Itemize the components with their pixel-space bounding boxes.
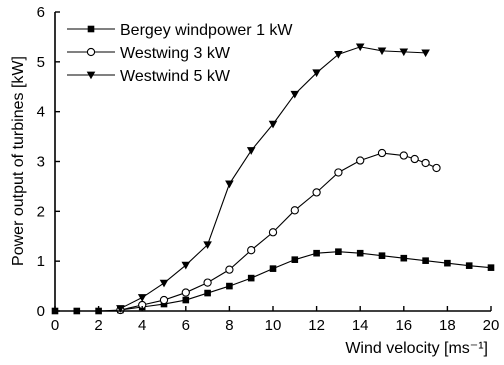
x-tick-label: 10 (265, 317, 282, 334)
data-point (377, 47, 387, 56)
data-point (400, 254, 408, 262)
data-point (313, 249, 320, 257)
data-point (421, 158, 430, 168)
legend-label: Westwind 5 kW (120, 68, 231, 85)
data-point (432, 163, 441, 173)
data-point (356, 156, 365, 165)
x-tick-label: 8 (225, 317, 233, 334)
data-point (399, 48, 409, 57)
data-point (247, 246, 256, 255)
data-point (356, 249, 364, 257)
data-point (312, 69, 321, 78)
data-point (269, 265, 277, 272)
data-point (421, 49, 430, 58)
data-point (268, 228, 278, 237)
y-tick-label: 0 (37, 303, 45, 320)
y-tick-label: 5 (37, 54, 45, 71)
x-tick-label: 4 (138, 317, 146, 334)
legend-marker (86, 47, 96, 57)
data-point (334, 168, 343, 177)
y-axis-label: Power output of turbines [kW] (10, 56, 27, 266)
y-tick-label: 3 (37, 154, 45, 171)
x-tick-label: 2 (94, 317, 102, 334)
data-point (410, 154, 419, 164)
data-point (116, 305, 125, 313)
data-point (203, 278, 212, 287)
x-tick-label: 6 (182, 317, 190, 334)
data-point (422, 257, 429, 264)
x-tick-label: 20 (483, 317, 500, 334)
data-point (181, 288, 190, 297)
data-point (290, 90, 300, 99)
data-point (159, 295, 169, 305)
y-tick-label: 4 (37, 104, 45, 121)
data-point (181, 261, 191, 270)
x-axis-label: Wind velocity [ms⁻¹] (345, 340, 488, 357)
data-point (268, 120, 278, 129)
x-tick-label: 14 (352, 317, 369, 334)
y-tick-label: 6 (37, 4, 45, 21)
data-point (487, 264, 495, 271)
legend-label: Westwing 3 kW (120, 45, 231, 62)
data-point (312, 188, 321, 197)
y-tick-label: 2 (37, 203, 45, 220)
data-point (378, 252, 386, 259)
data-point (377, 148, 387, 158)
series-3 (116, 43, 430, 313)
data-point (399, 151, 408, 160)
data-point (444, 259, 451, 267)
x-tick-label: 18 (439, 317, 456, 334)
series-line (120, 152, 437, 311)
series-1 (51, 248, 495, 315)
data-point (203, 241, 212, 250)
x-tick-label: 16 (395, 317, 412, 334)
data-point (182, 296, 190, 304)
data-point (465, 262, 473, 269)
data-point (335, 248, 342, 255)
data-point (334, 50, 343, 59)
series-layer (51, 43, 495, 315)
data-point (290, 206, 299, 215)
legend-entry: Bergey windpower 1 kW (67, 22, 293, 39)
data-point (225, 265, 234, 274)
legend-marker (87, 25, 95, 33)
x-tick-label: 0 (51, 317, 59, 334)
data-point (246, 147, 256, 155)
legend-entry: Westwing 3 kW (67, 45, 231, 62)
data-point (137, 294, 147, 302)
legend-label: Bergey windpower 1 kW (120, 22, 293, 39)
data-point (159, 279, 169, 288)
legend-marker (86, 71, 96, 80)
series-2 (116, 148, 441, 315)
data-point (291, 256, 299, 263)
legend-entry: Westwind 5 kW (67, 68, 231, 85)
x-tick-label: 12 (308, 317, 325, 334)
data-point (355, 43, 365, 52)
data-point (226, 282, 233, 290)
data-point (204, 289, 211, 297)
legend: Bergey windpower 1 kW Westwing 3 kW Westwi… (67, 22, 293, 85)
data-point (225, 180, 234, 189)
data-point (247, 274, 255, 282)
y-tick-label: 1 (37, 253, 45, 270)
